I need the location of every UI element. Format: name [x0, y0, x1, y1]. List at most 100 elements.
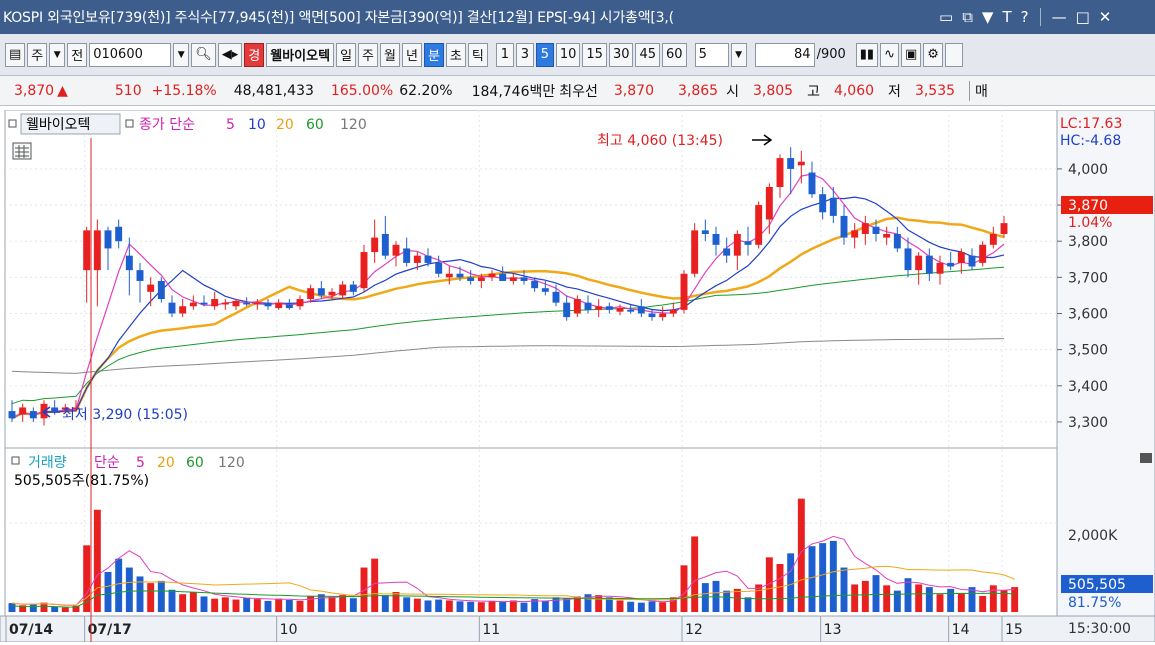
- volume-moving-averages: [11, 535, 1015, 608]
- interval-tab[interactable]: 15: [582, 42, 607, 67]
- interval-tab[interactable]: 1: [495, 42, 514, 67]
- volume-bar: [317, 594, 325, 612]
- candle-body: [19, 407, 27, 415]
- new-window-icon[interactable]: ⧉: [962, 8, 973, 26]
- interval-tab[interactable]: 60: [662, 42, 687, 67]
- high-arrow-icon: [752, 134, 773, 146]
- volume-bar: [1011, 587, 1019, 612]
- interval-tab[interactable]: 5: [535, 42, 554, 67]
- close-icon[interactable]: ✕: [1098, 8, 1112, 26]
- period-tab[interactable]: 월: [380, 42, 400, 67]
- volume-current: 505,505주(81.75%): [14, 473, 149, 489]
- current-price: 3,870: [14, 82, 55, 99]
- candle-body: [424, 255, 432, 263]
- type-dropdown-icon[interactable]: ▼: [49, 42, 66, 67]
- chart-menu-icon[interactable]: ▤: [5, 42, 26, 67]
- period-tab[interactable]: 틱: [467, 42, 488, 67]
- x-axis-label: 10: [280, 622, 298, 638]
- x-axis-labels: 07/14 07/17 10 11 12 13 14 15: [5, 616, 1023, 642]
- candle-body: [83, 230, 91, 271]
- candle-body: [499, 273, 507, 281]
- candle-body: [872, 226, 880, 234]
- interval-dropdown-icon[interactable]: ▼: [730, 42, 747, 67]
- interval-tab[interactable]: 10: [555, 42, 581, 67]
- volume-bar: [211, 598, 219, 612]
- candle-body: [157, 280, 165, 300]
- candle-body: [179, 306, 187, 314]
- candle-body: [669, 309, 677, 314]
- code-dropdown-icon[interactable]: ▼: [173, 42, 190, 67]
- candle-body: [285, 304, 293, 309]
- volume-current-box: [1061, 575, 1153, 593]
- table-view-icon[interactable]: [12, 142, 32, 160]
- volume-bar: [61, 607, 69, 612]
- volume-bar: [392, 592, 400, 612]
- volume-bar: [381, 595, 389, 612]
- candle-body: [808, 172, 816, 195]
- sound-icon[interactable]: ◀▸: [217, 42, 243, 67]
- low-arrow-icon: [41, 406, 60, 418]
- pin-icon[interactable]: ▼: [981, 8, 994, 26]
- option-checkbox[interactable]: [944, 42, 963, 67]
- save-icon[interactable]: ▣: [901, 42, 922, 67]
- legend-name-box[interactable]: [20, 113, 121, 135]
- period-tab[interactable]: 주: [358, 42, 378, 67]
- period-tab[interactable]: 년: [401, 42, 422, 67]
- candle-body: [61, 407, 69, 410]
- pane-close-icon[interactable]: [1140, 453, 1152, 463]
- market-button[interactable]: 전: [67, 42, 88, 67]
- candle-body: [264, 302, 272, 307]
- help-icon[interactable]: ?: [1020, 8, 1029, 26]
- count-input[interactable]: 84: [754, 42, 815, 67]
- more-label[interactable]: 매: [969, 80, 988, 101]
- candle-body: [712, 233, 720, 245]
- indicator-icon[interactable]: ∿: [880, 42, 899, 67]
- x-axis-label: 07/14: [9, 622, 53, 638]
- turnover-ratio: 62.20%: [399, 82, 453, 99]
- maximize-icon[interactable]: □: [1075, 8, 1090, 26]
- interval-select[interactable]: 5: [694, 42, 729, 67]
- interval-tab[interactable]: 45: [635, 42, 661, 67]
- volume-legend-ma20: 20: [157, 455, 175, 471]
- volume-current-pct: 81.75%: [1068, 595, 1121, 611]
- font-icon[interactable]: T: [1002, 8, 1012, 26]
- volume-bar: [125, 567, 133, 612]
- volume-bar: [360, 567, 368, 612]
- volume-bar: [541, 600, 549, 612]
- volume-bar: [605, 597, 613, 612]
- candle-body: [840, 215, 848, 238]
- candle-body: [147, 284, 155, 292]
- candle-body: [339, 284, 347, 296]
- trade-amount: 184,746백만: [471, 83, 556, 100]
- search-icon[interactable]: 🔍︎: [191, 42, 216, 67]
- candle-body: [243, 302, 251, 305]
- candle-body: [605, 306, 613, 310]
- candle-body: [253, 302, 261, 305]
- stock-code-input[interactable]: 010600: [89, 42, 172, 67]
- candle-body: [616, 308, 624, 312]
- volume-bar: [232, 599, 240, 612]
- interval-tab[interactable]: 30: [608, 42, 634, 67]
- volume-bar: [616, 600, 624, 612]
- minimize-icon[interactable]: —: [1051, 8, 1067, 26]
- type-select[interactable]: 주: [27, 42, 48, 67]
- volume-bar: [1000, 590, 1008, 612]
- candle-settings-icon[interactable]: ▮▮: [855, 42, 879, 67]
- current-price-label: 3,870: [1068, 198, 1108, 214]
- legend-type-box-icon: [125, 119, 134, 128]
- candle-body: [360, 252, 368, 289]
- interval-tab[interactable]: 3: [515, 42, 534, 67]
- period-tab[interactable]: 초: [445, 42, 466, 67]
- restore-layout-icon[interactable]: ▭: [939, 8, 954, 26]
- settings-gear-icon[interactable]: ⚙: [923, 42, 943, 67]
- candle-body: [552, 291, 560, 303]
- candle-body: [979, 244, 987, 263]
- volume-bar: [221, 597, 229, 612]
- volume-bar: [531, 599, 539, 612]
- period-tab[interactable]: 일: [336, 42, 357, 67]
- period-tab[interactable]: 분: [423, 42, 444, 67]
- ma5-line: [11, 173, 1005, 419]
- x-axis-panel: [0, 615, 1155, 643]
